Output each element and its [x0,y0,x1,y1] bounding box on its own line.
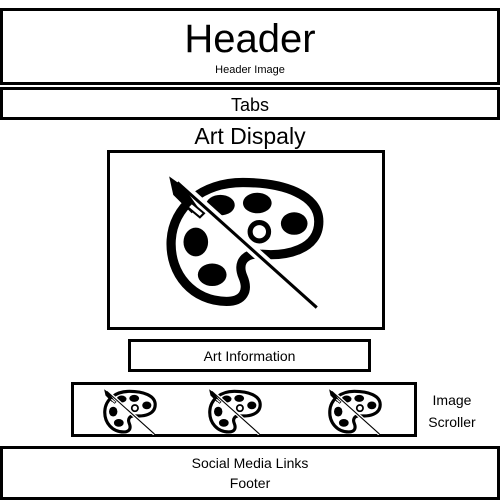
palette-icon[interactable] [207,389,263,435]
art-information-label: Art Information [203,348,296,364]
footer-label: Footer [229,475,271,491]
header-title: Header [184,17,316,61]
image-scroller[interactable] [71,382,417,437]
image-scroller-label: Image Scroller [419,389,485,433]
palette-icon[interactable] [102,389,158,435]
palette-icon [163,175,327,311]
image-scroller-label-line2: Scroller [428,414,476,430]
art-display-title: Art Dispaly [194,123,306,149]
image-scroller-label-line1: Image [432,392,472,408]
footer: Social Media Links Footer [0,446,500,500]
art-information-box: Art Information [128,339,371,372]
palette-icon[interactable] [327,389,383,435]
social-media-links[interactable]: Social Media Links [191,455,309,471]
tabs-label[interactable]: Tabs [230,95,270,115]
header-image-label[interactable]: Header Image [215,64,285,76]
art-display-frame[interactable] [107,150,385,330]
tabs-bar[interactable]: Tabs [0,87,500,120]
header: Header Header Image [0,8,500,85]
